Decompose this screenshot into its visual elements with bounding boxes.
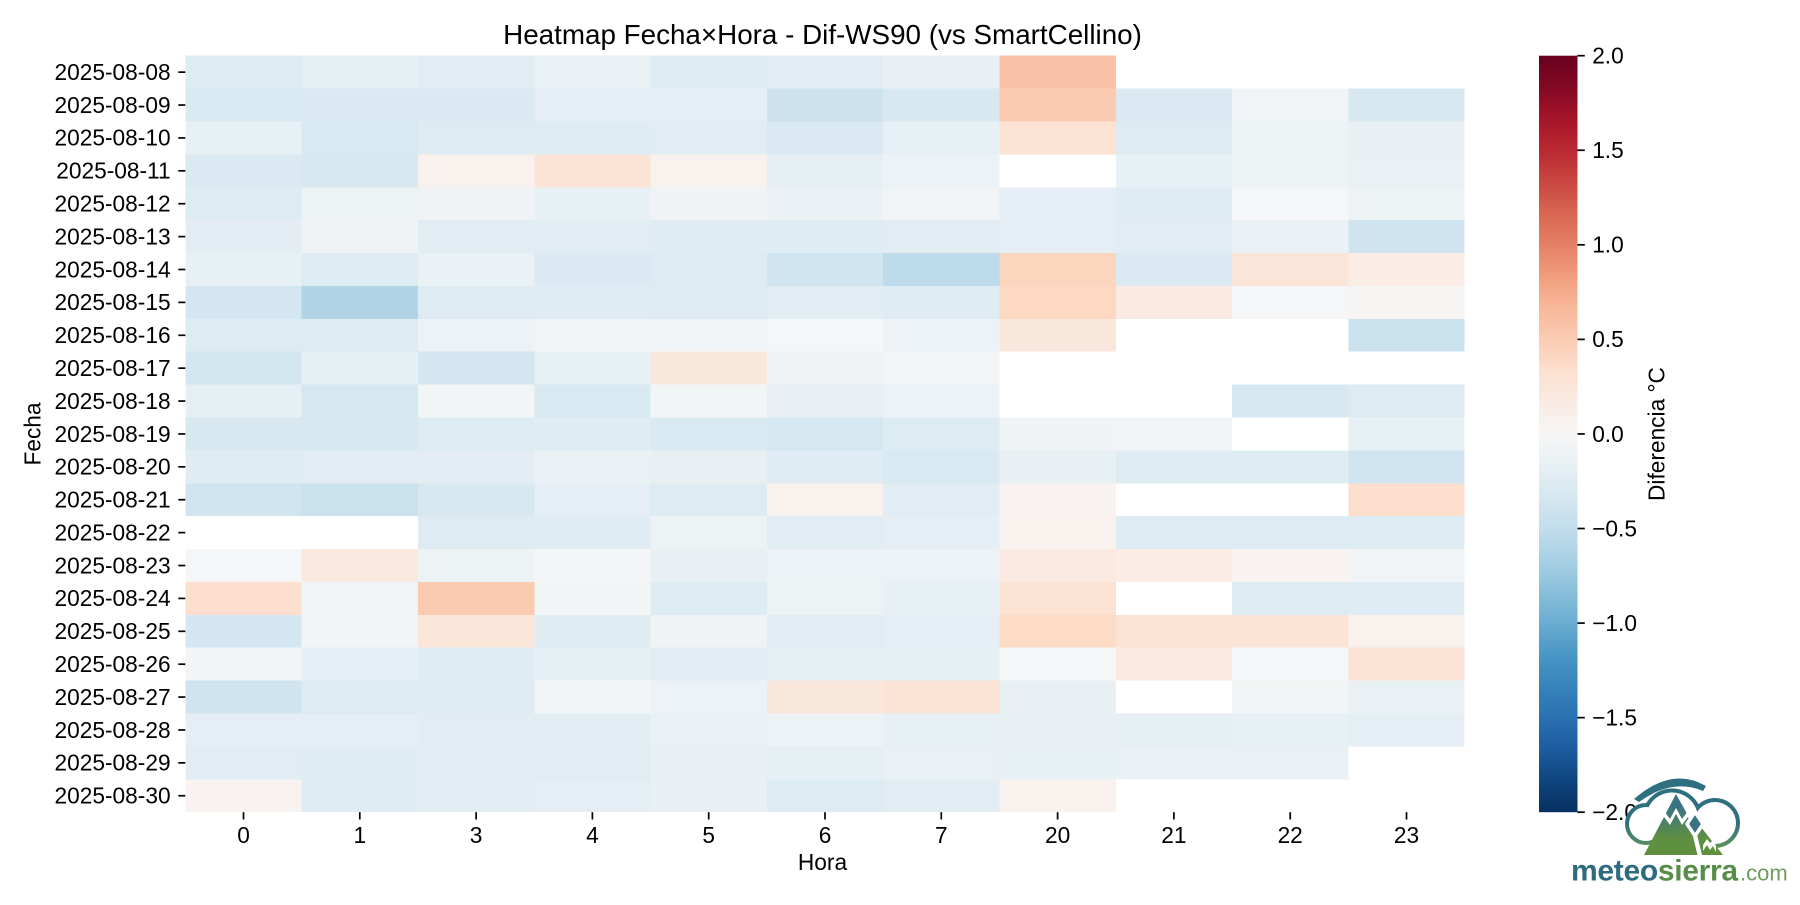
svg-text:−0.5: −0.5 [1592,515,1637,541]
svg-text:−1.5: −1.5 [1592,704,1637,730]
svg-text:Hora: Hora [798,849,848,875]
svg-text:1.0: 1.0 [1592,232,1624,258]
svg-text:7: 7 [935,822,948,848]
svg-text:1: 1 [353,822,366,848]
svg-text:6: 6 [819,822,832,848]
svg-text:2025-08-27: 2025-08-27 [55,684,171,710]
svg-text:23: 23 [1394,822,1419,848]
svg-text:2025-08-08: 2025-08-08 [55,59,171,85]
svg-text:22: 22 [1278,822,1303,848]
svg-text:2025-08-21: 2025-08-21 [55,487,171,513]
svg-text:0.5: 0.5 [1592,326,1624,352]
svg-text:0.0: 0.0 [1592,421,1624,447]
svg-text:2025-08-29: 2025-08-29 [55,750,171,776]
svg-text:2025-08-15: 2025-08-15 [55,289,171,315]
svg-text:20: 20 [1045,822,1070,848]
svg-text:Fecha: Fecha [20,402,46,465]
svg-text:2025-08-10: 2025-08-10 [55,125,171,151]
svg-text:2025-08-14: 2025-08-14 [55,256,171,282]
svg-text:meteosierra: meteosierra [1571,855,1738,888]
svg-text:2025-08-18: 2025-08-18 [55,388,171,414]
svg-text:2025-08-16: 2025-08-16 [55,322,171,348]
svg-text:21: 21 [1161,822,1186,848]
svg-text:4: 4 [586,822,599,848]
svg-text:2025-08-25: 2025-08-25 [55,618,171,644]
svg-text:2025-08-24: 2025-08-24 [55,585,171,611]
svg-text:3: 3 [470,822,483,848]
svg-text:2025-08-12: 2025-08-12 [55,191,171,217]
svg-text:2025-08-17: 2025-08-17 [55,355,171,381]
svg-text:Heatmap Fecha×Hora - Dif-WS90: Heatmap Fecha×Hora - Dif-WS90 (vs SmartC… [503,19,1142,50]
svg-text:2025-08-22: 2025-08-22 [55,519,171,545]
svg-text:2025-08-23: 2025-08-23 [55,552,171,578]
svg-text:2025-08-26: 2025-08-26 [55,651,171,677]
svg-text:0: 0 [237,822,250,848]
svg-text:5: 5 [702,822,715,848]
svg-text:2025-08-11: 2025-08-11 [56,158,170,184]
svg-text:−1.0: −1.0 [1592,610,1637,636]
svg-text:2025-08-09: 2025-08-09 [55,92,171,118]
svg-text:.com: .com [1740,861,1788,886]
svg-text:2025-08-28: 2025-08-28 [55,717,171,743]
svg-text:1.5: 1.5 [1592,137,1624,163]
svg-text:2.0: 2.0 [1592,43,1624,69]
svg-text:2025-08-30: 2025-08-30 [55,783,171,809]
svg-text:Diferencia °C: Diferencia °C [1644,367,1670,501]
svg-text:2025-08-20: 2025-08-20 [55,454,171,480]
svg-text:2025-08-19: 2025-08-19 [55,421,171,447]
svg-text:2025-08-13: 2025-08-13 [55,223,171,249]
